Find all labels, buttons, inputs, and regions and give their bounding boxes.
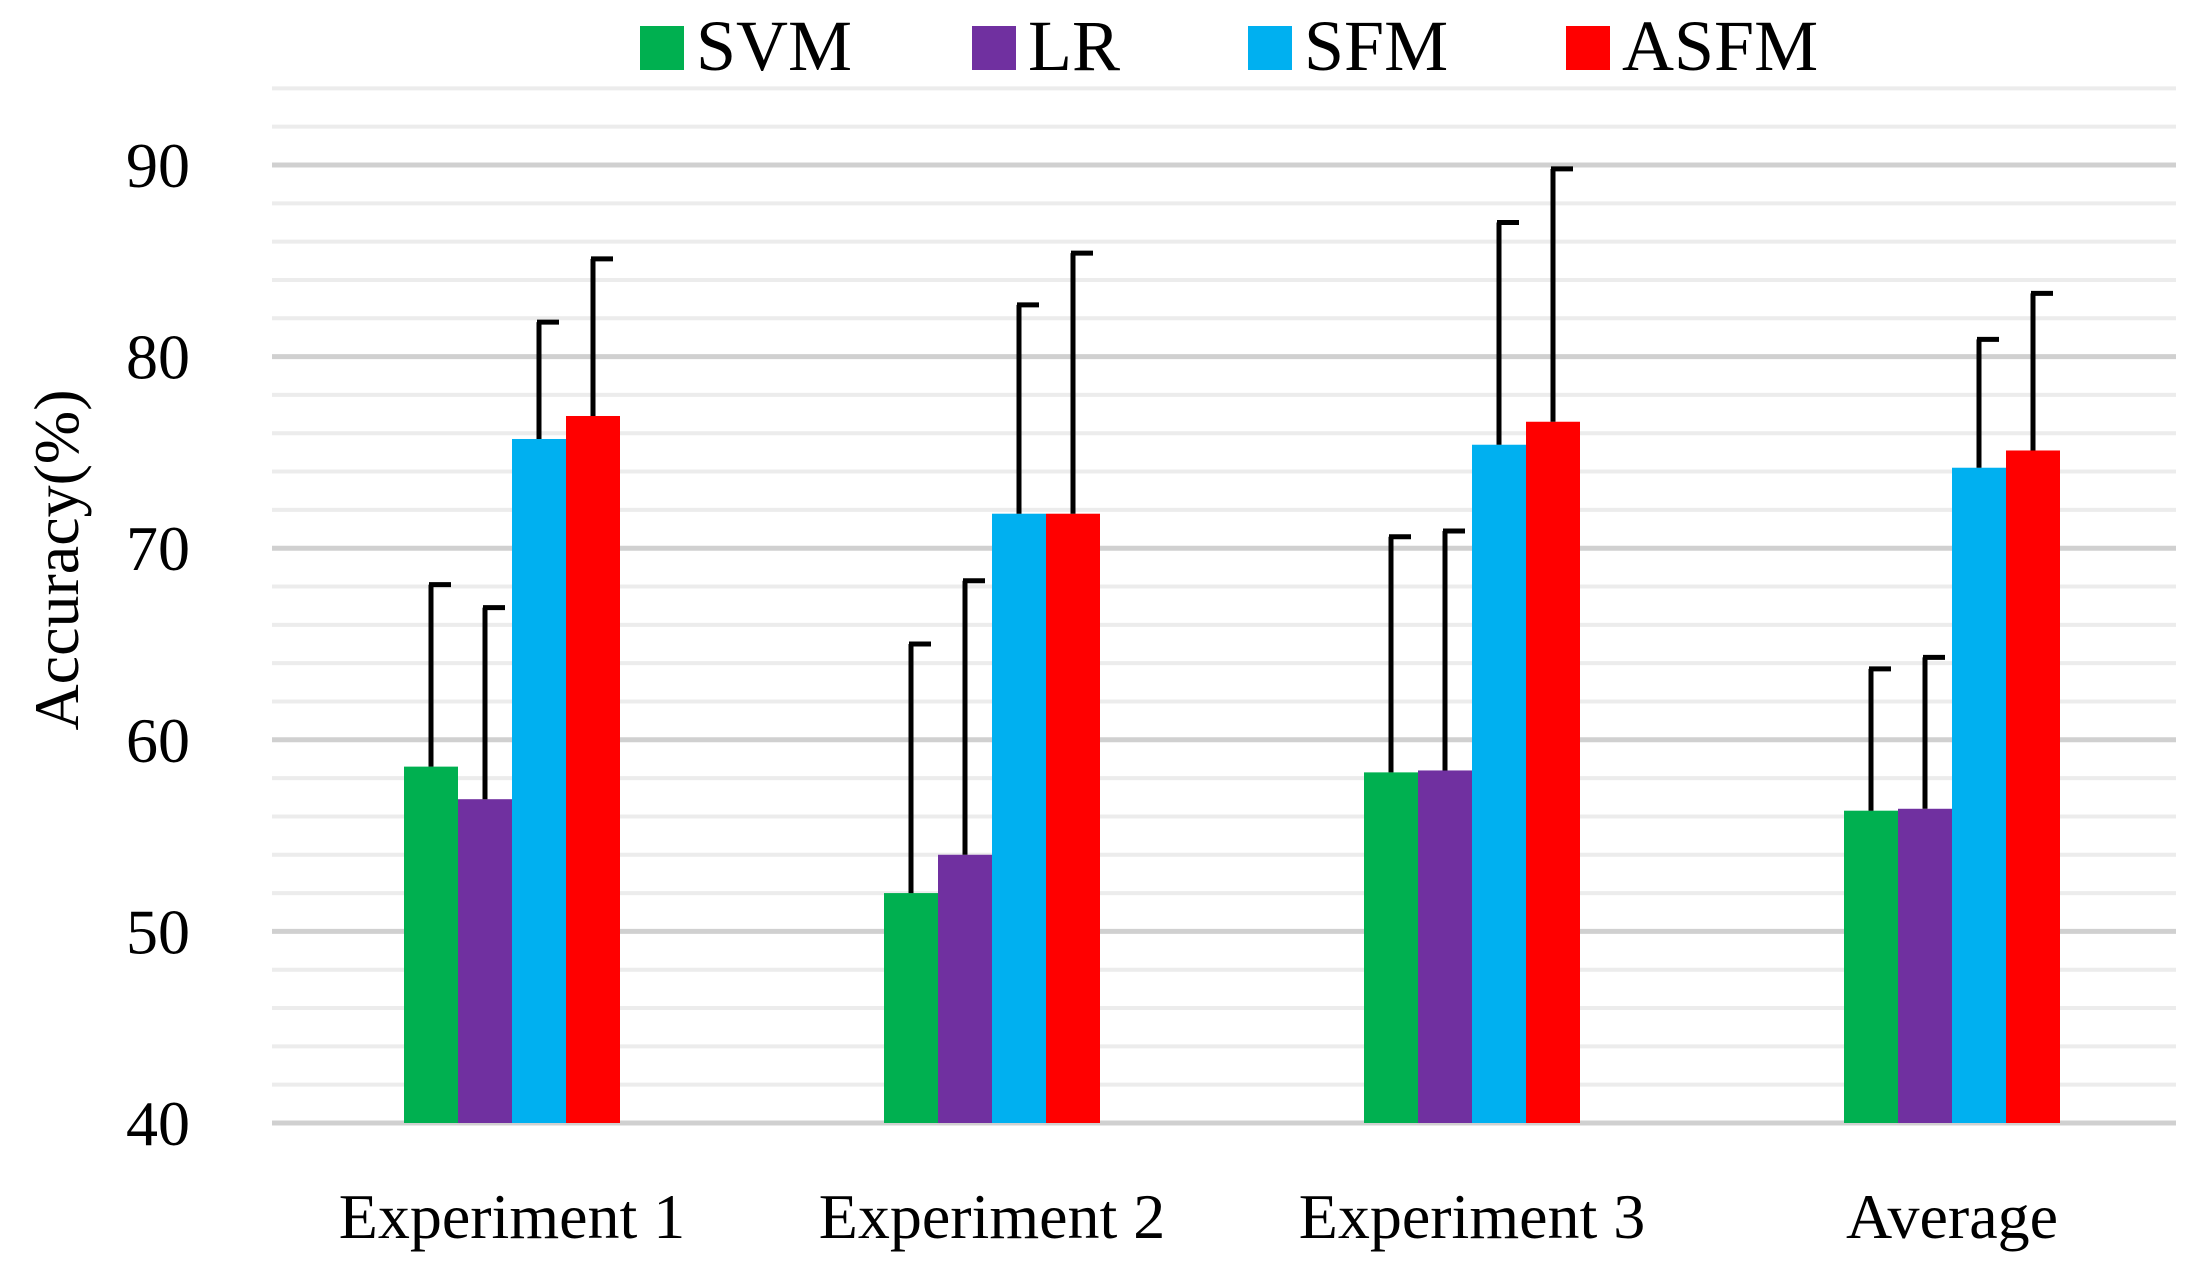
y-tick-label: 80 (126, 322, 190, 393)
bar-asfm-1 (566, 415, 620, 1124)
bar-lr-1 (458, 799, 512, 1123)
y-axis-ticks: 40 50 60 70 80 90 (126, 130, 190, 1159)
bar-sfm-3 (1472, 444, 1526, 1124)
bar-svm-1 (404, 766, 458, 1123)
legend-swatch-sfm (1248, 26, 1292, 70)
y-tick-label: 50 (126, 896, 190, 967)
bar-sfm-1 (512, 438, 566, 1123)
y-tick-label: 40 (126, 1088, 190, 1159)
legend-label-svm: SVM (696, 6, 852, 86)
y-tick-label: 60 (126, 705, 190, 776)
bar-svm-4 (1844, 810, 1898, 1123)
y-tick-label: 70 (126, 513, 190, 584)
legend-label-lr: LR (1028, 6, 1120, 86)
bar-sfm-4 (1952, 467, 2006, 1123)
legend-label-sfm: SFM (1304, 6, 1448, 86)
x-axis-ticks: Experiment 1 Experiment 2 Experiment 3 Aver… (339, 1181, 2058, 1252)
y-tick-label: 90 (126, 130, 190, 201)
bar-asfm-3 (1526, 421, 1580, 1123)
bar-lr-2 (938, 854, 992, 1123)
legend-swatch-asfm (1566, 26, 1610, 70)
bar-lr-3 (1418, 770, 1472, 1123)
bar-svm-3 (1364, 772, 1418, 1123)
x-tick-label: Experiment 1 (339, 1181, 686, 1252)
x-tick-label: Average (1846, 1181, 2058, 1252)
bar-svm-2 (884, 893, 938, 1123)
legend-swatch-lr (972, 26, 1016, 70)
legend: SVM LR SFM ASFM (640, 6, 1818, 86)
bar-asfm-4 (2006, 450, 2060, 1123)
x-tick-label: Experiment 3 (1299, 1181, 1646, 1252)
x-tick-label: Experiment 2 (819, 1181, 1166, 1252)
y-axis-title: Accuracy(%) (21, 389, 92, 730)
bar-lr-4 (1898, 808, 1952, 1123)
legend-label-asfm: ASFM (1622, 6, 1818, 86)
bar-group (404, 415, 2060, 1124)
error-bar-group (428, 166, 2053, 894)
bar-asfm-2 (1046, 513, 1100, 1123)
bar-sfm-2 (992, 513, 1046, 1123)
legend-swatch-svm (640, 26, 684, 70)
